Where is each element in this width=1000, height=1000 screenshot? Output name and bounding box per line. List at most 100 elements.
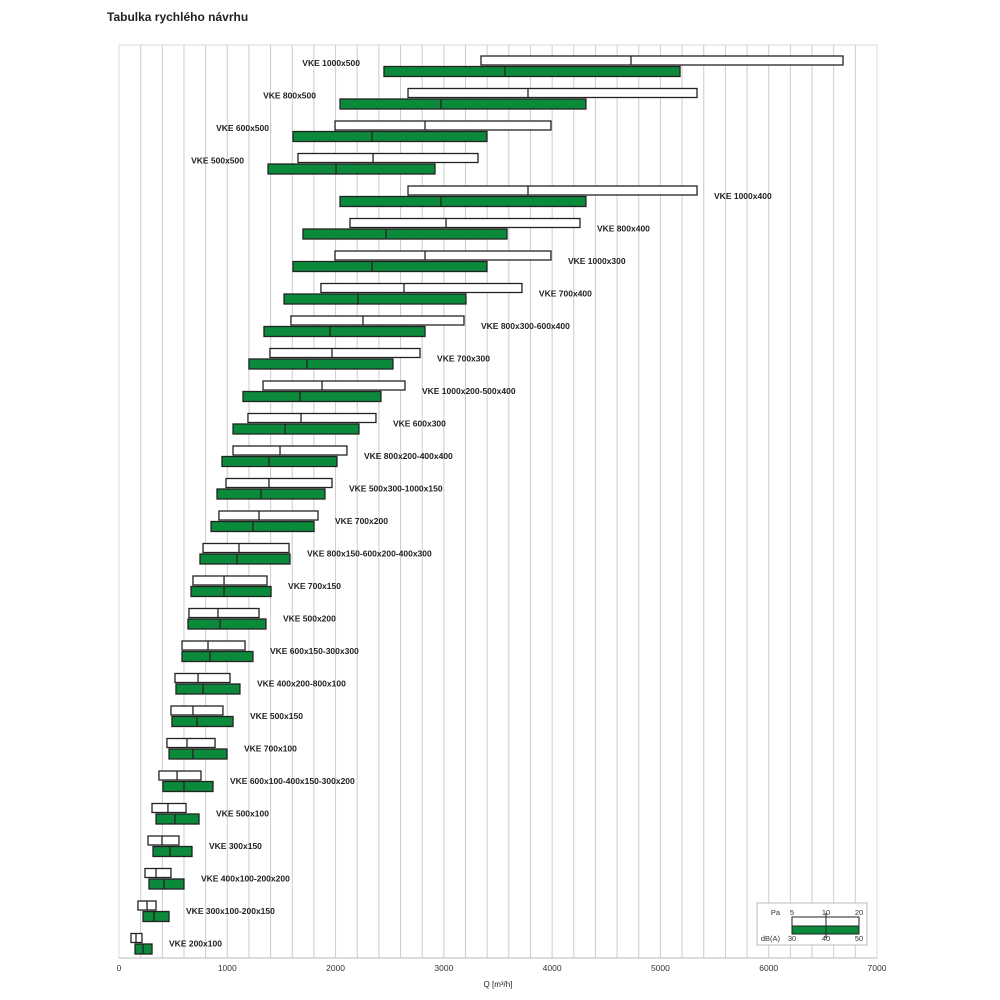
- legend-pressure-tick: 10: [822, 908, 830, 917]
- noise-bar: [383, 65, 681, 78]
- row-label: VKE 200x100: [169, 939, 222, 949]
- row-label: VKE 700x400: [539, 289, 592, 299]
- legend-noise-label: dB(A): [761, 934, 781, 943]
- pressure-bar: [334, 120, 552, 131]
- legend-noise-tick: 30: [788, 934, 796, 943]
- x-tick-label: 6000: [759, 963, 778, 973]
- pressure-bar: [202, 542, 290, 554]
- row-label: VKE 600x300: [393, 419, 446, 429]
- noise-bar: [155, 813, 200, 825]
- noise-bar: [292, 260, 488, 273]
- pressure-bar: [158, 770, 202, 781]
- legend-pressure-tick: 5: [790, 908, 794, 917]
- noise-bar: [292, 130, 488, 143]
- pressure-bar: [297, 152, 479, 164]
- row-label: VKE 500x150: [250, 711, 303, 721]
- pressure-bar: [174, 672, 231, 684]
- row-label: VKE 800x500: [263, 91, 316, 101]
- pressure-bar: [170, 705, 224, 716]
- pressure-bar: [290, 315, 465, 326]
- noise-bar: [263, 325, 426, 338]
- legend-pressure-label: Pa: [771, 908, 781, 917]
- pressure-bar: [320, 282, 523, 294]
- x-axis-title: Q [m³/h]: [484, 980, 513, 989]
- noise-bar: [175, 683, 241, 695]
- noise-bar: [171, 715, 234, 728]
- x-tick-label: 7000: [868, 963, 887, 973]
- row-label: VKE 300x150: [209, 841, 262, 851]
- row-label: VKE 400x100-200x200: [201, 874, 290, 884]
- row-label: VKE 1000x400: [714, 191, 772, 201]
- noise-bar: [168, 748, 228, 760]
- plot-area: [118, 44, 878, 959]
- row-label: VKE 500x500: [191, 156, 244, 166]
- legend-noise-tick: 50: [855, 934, 863, 943]
- x-tick-label: 0: [117, 963, 122, 973]
- pressure-bar: [166, 737, 216, 749]
- pressure-bar: [192, 575, 268, 586]
- pressure-bar: [232, 445, 348, 456]
- pressure-bar: [269, 347, 421, 359]
- noise-bar: [339, 98, 587, 110]
- pressure-bar: [349, 217, 581, 229]
- pressure-bar: [247, 412, 377, 424]
- x-tick-label: 4000: [543, 963, 562, 973]
- noise-bar: [248, 358, 394, 370]
- noise-bar: [221, 455, 338, 468]
- chart-title: Tabulka rychlého návrhu: [107, 10, 249, 24]
- pressure-bar: [218, 510, 319, 521]
- row-label: VKE 500x200: [283, 614, 336, 624]
- pressure-bar: [407, 185, 698, 196]
- row-label: VKE 500x100: [216, 809, 269, 819]
- noise-bar: [216, 488, 326, 500]
- row-label: VKE 600x150-300x300: [270, 646, 359, 656]
- row-label: VKE 700x150: [288, 581, 341, 591]
- row-label: VKE 800x300-600x400: [481, 321, 570, 331]
- noise-bar: [148, 878, 185, 890]
- row-label: VKE 400x200-800x100: [257, 679, 346, 689]
- legend-pressure-tick: 20: [855, 908, 863, 917]
- pressure-bar: [188, 607, 260, 619]
- row-label: VKE 800x150-600x200-400x300: [307, 549, 432, 559]
- row-label: VKE 1000x200-500x400: [422, 386, 516, 396]
- x-tick-label: 3000: [434, 963, 453, 973]
- x-tick-label: 5000: [651, 963, 670, 973]
- row-label: VKE 1000x300: [568, 256, 626, 266]
- noise-bar: [190, 585, 272, 598]
- noise-bar: [162, 780, 214, 793]
- noise-bar: [187, 618, 267, 630]
- pressure-bar: [334, 250, 552, 261]
- noise-bar: [283, 293, 467, 305]
- legend-noise-tick: 40: [822, 934, 830, 943]
- x-tick-label: 2000: [326, 963, 345, 973]
- noise-bar: [152, 845, 193, 858]
- noise-bar: [142, 910, 170, 923]
- noise-bar: [267, 163, 436, 175]
- noise-bar: [181, 650, 254, 663]
- row-label: VKE 700x100: [244, 744, 297, 754]
- noise-bar: [210, 520, 315, 533]
- noise-bar: [232, 423, 360, 435]
- pressure-bar: [262, 380, 406, 391]
- row-label: VKE 700x300: [437, 354, 490, 364]
- x-tick-label: 1000: [218, 963, 237, 973]
- pressure-bar: [407, 87, 698, 99]
- row-label: VKE 700x200: [335, 516, 388, 526]
- noise-bar: [199, 553, 291, 565]
- pressure-bar: [144, 867, 172, 879]
- row-label: VKE 600x100-400x150-300x200: [230, 776, 355, 786]
- pressure-bar: [181, 640, 246, 651]
- pressure-bar: [225, 477, 333, 489]
- noise-bar: [339, 195, 587, 208]
- row-label: VKE 800x200-400x400: [364, 451, 453, 461]
- noise-bar: [302, 228, 508, 240]
- pressure-bar: [480, 55, 844, 66]
- row-label: VKE 800x400: [597, 224, 650, 234]
- pressure-bar: [147, 835, 180, 846]
- row-label: VKE 500x300-1000x150: [349, 484, 443, 494]
- noise-bar: [242, 390, 382, 403]
- pressure-bar: [151, 802, 187, 814]
- row-label: VKE 1000x500: [302, 58, 360, 68]
- row-label: VKE 600x500: [216, 123, 269, 133]
